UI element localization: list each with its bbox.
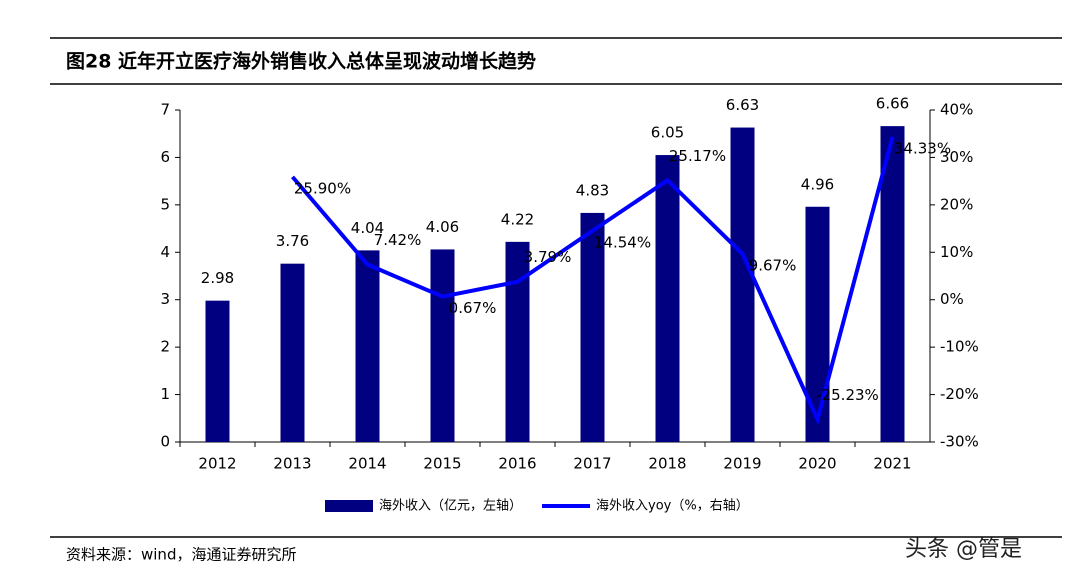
x-tick-label: 2021 (873, 455, 911, 473)
line-label: -25.23% (816, 386, 879, 404)
y2-tick-label: 0% (940, 290, 964, 308)
line-label: 25.17% (669, 147, 726, 165)
y2-tick-label: 20% (940, 195, 973, 213)
line-label: 14.54% (594, 233, 651, 251)
bar-label: 6.63 (726, 96, 759, 114)
bar (880, 126, 905, 442)
bar (505, 241, 530, 442)
y2-tick-label: 30% (940, 148, 973, 166)
x-tick-label: 2016 (498, 455, 536, 473)
x-tick-label: 2015 (423, 455, 461, 473)
y-tick-label: 7 (160, 101, 170, 119)
line-label: 25.90% (294, 179, 351, 197)
line-label: 0.67% (449, 299, 497, 317)
bar-label: 6.05 (651, 124, 684, 142)
y-tick-label: 6 (160, 148, 170, 166)
bar-label: 4.22 (501, 210, 534, 228)
y2-tick-label: 40% (940, 101, 973, 119)
x-tick-label: 2014 (348, 455, 386, 473)
x-tick-label: 2018 (648, 455, 686, 473)
watermark: 头条 @管是 (905, 537, 1022, 562)
y-tick-label: 1 (160, 385, 170, 403)
y2-tick-label: -30% (940, 433, 979, 451)
line-label: 9.67% (749, 256, 797, 274)
x-tick-label: 2012 (198, 455, 236, 473)
bar-label: 6.66 (876, 95, 909, 113)
y-tick-label: 5 (160, 195, 170, 213)
y2-tick-label: -10% (940, 338, 979, 356)
bar (805, 206, 830, 442)
bar-label: 4.06 (426, 218, 459, 236)
x-tick-label: 2019 (723, 455, 761, 473)
x-tick-label: 2013 (273, 455, 311, 473)
x-tick-label: 2020 (798, 455, 836, 473)
legend-label: 海外收入（亿元，左轴） (379, 499, 522, 514)
bar (205, 300, 230, 442)
bar (430, 249, 455, 442)
line-label: 7.42% (374, 231, 422, 249)
source: 资料来源：wind，海通证券研究所 (66, 546, 296, 564)
y-tick-label: 2 (160, 338, 170, 356)
bar (355, 250, 380, 442)
line (290, 136, 895, 426)
bar (580, 212, 605, 442)
bar (655, 155, 680, 443)
y2-tick-label: -20% (940, 385, 979, 403)
bar-label: 4.96 (801, 175, 834, 193)
x-tick-label: 2017 (573, 455, 611, 473)
legend-label: 海外收入yoy（%，右轴） (596, 499, 749, 514)
y-tick-label: 3 (160, 290, 170, 308)
bar (730, 127, 755, 442)
y-tick-label: 0 (160, 433, 170, 451)
bar-label: 4.04 (351, 219, 384, 237)
bar-label: 2.98 (201, 269, 234, 287)
chart-title: 图28 近年开立医疗海外销售收入总体呈现波动增长趋势 (66, 50, 536, 73)
line-label: 34.33% (894, 139, 951, 157)
bar-label: 3.76 (276, 232, 309, 250)
bar (280, 263, 305, 442)
line-label: 3.79% (524, 248, 572, 266)
y2-tick-label: 10% (940, 243, 973, 261)
legend-swatch (325, 500, 373, 512)
y-tick-label: 4 (160, 243, 170, 261)
bar-label: 4.83 (576, 181, 609, 199)
